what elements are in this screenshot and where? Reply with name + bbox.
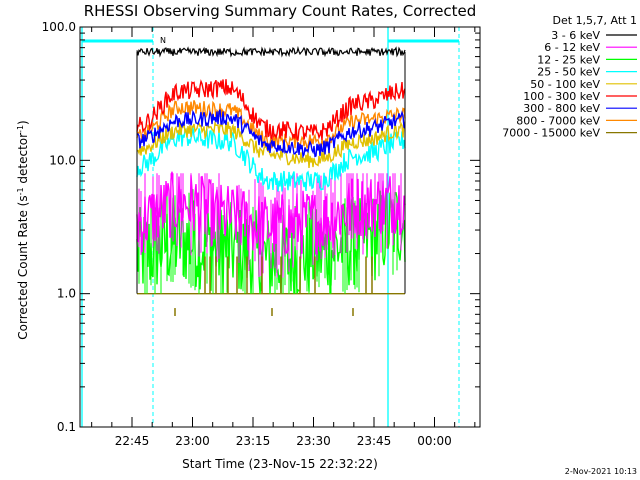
x-tick-label: 23:00 <box>175 434 210 448</box>
x-axis-title: Start Time (23-Nov-15 22:32:22) <box>182 457 378 471</box>
x-tick-label: 23:30 <box>296 434 331 448</box>
legend-label: 7000 - 15000 keV <box>502 127 600 140</box>
legend-label: 800 - 7000 keV <box>516 114 600 127</box>
legend-label: 300 - 800 keV <box>523 102 600 115</box>
legend-label: 100 - 300 keV <box>523 90 600 103</box>
series-line-50-100- <box>136 120 406 168</box>
x-tick-label: 22:45 <box>115 434 150 448</box>
y-tick-label: 100.0 <box>42 20 76 34</box>
legend-label: 6 - 12 keV <box>544 41 600 54</box>
plot-area: N <box>81 27 460 427</box>
series-line-300-800- <box>136 109 406 159</box>
legend-title: Det 1,5,7, Att 1 <box>553 14 637 27</box>
legend-label: 50 - 100 keV <box>530 78 600 91</box>
plot-frame <box>79 26 481 428</box>
series-line-100-300- <box>136 79 406 141</box>
y-tick-label: 0.1 <box>57 420 76 434</box>
series-line-25-50- <box>136 127 406 192</box>
series-line-3-6- <box>136 45 406 58</box>
x-tick-label: 23:15 <box>236 434 271 448</box>
legend-label: 3 - 6 keV <box>551 29 600 42</box>
x-tick-label: 23:45 <box>357 434 392 448</box>
axes: 0.1 1.0 10.0 100.0 22:45 23:00 23:15 23:30 23:45… <box>42 20 480 448</box>
flag-marker-label: N <box>160 36 166 45</box>
generation-timestamp: 2-Nov-2021 10:13 <box>565 467 637 476</box>
legend-label: 12 - 25 keV <box>537 53 600 66</box>
y-tick-label: 1.0 <box>57 287 76 301</box>
y-axis-title: Corrected Count Rate (s-1 detector-1) <box>16 120 30 339</box>
y-tick-label: 10.0 <box>49 153 76 167</box>
legend-label: 25 - 50 keV <box>537 66 600 79</box>
chart-title: RHESSI Observing Summary Count Rates, Co… <box>84 2 477 20</box>
x-tick-label: 00:00 <box>417 434 452 448</box>
